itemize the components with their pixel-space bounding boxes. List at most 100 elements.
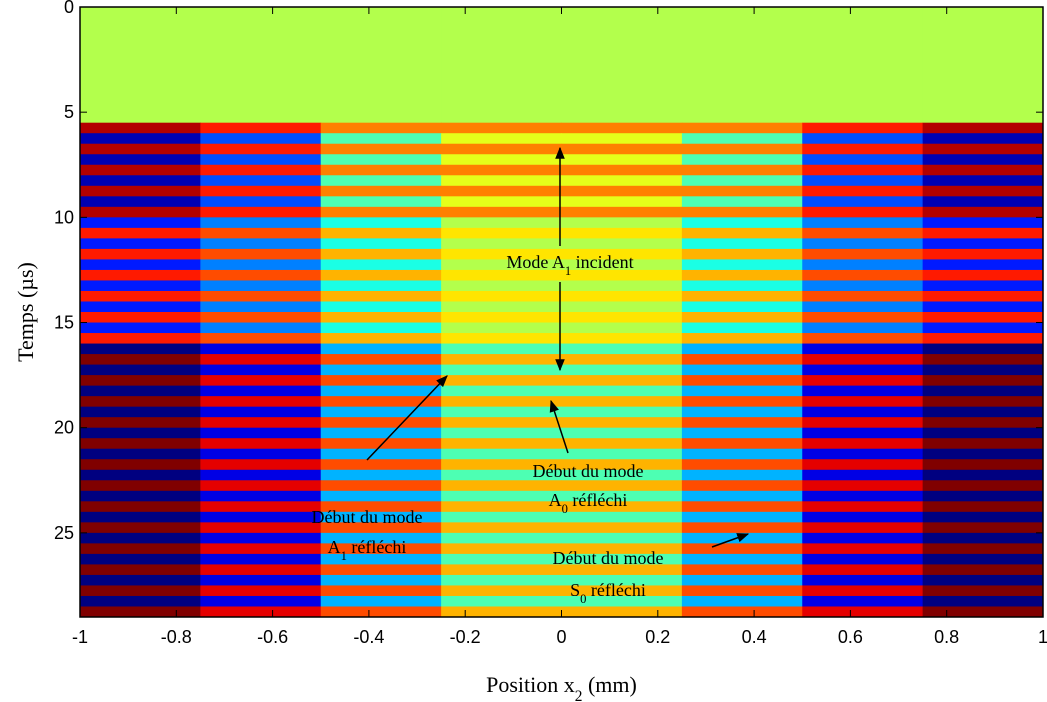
arrow [549,399,569,454]
x-axis-label-part: Position x [486,672,575,697]
annotation-part: A [549,490,562,510]
heatmap-cell [80,522,201,534]
heatmap-cell [922,438,1044,450]
heatmap-cell [802,501,924,513]
heatmap-cell [320,448,442,460]
heatmap-cell [80,217,201,229]
heatmap [80,7,1044,618]
heatmap-cell [200,206,322,218]
heatmap-cell [80,343,201,355]
heatmap-cell [922,396,1044,408]
heatmap-cell [681,164,803,176]
heatmap-cell [320,333,442,345]
annotation: Début du mode [553,548,664,568]
heatmap-cell [200,354,322,366]
heatmap-cell [681,522,803,534]
heatmap-cell [922,143,1044,155]
heatmap-cell [561,459,683,471]
heatmap-cell [561,206,683,218]
heatmap-cell [922,375,1044,387]
x-tick-label: 0.2 [645,627,670,647]
heatmap-cell [561,143,683,155]
heatmap-cell [441,312,562,324]
heatmap-cell [320,312,442,324]
annotation-part: Début du mode [553,548,664,568]
x-tick-label: 0.8 [934,627,959,647]
heatmap-cell [441,301,562,313]
heatmap-cell [802,469,924,481]
heatmap-cell [922,385,1044,397]
heatmap-cell [200,154,322,166]
heatmap-cell [441,343,562,355]
heatmap-cell [922,564,1044,576]
heatmap-cell [320,501,442,513]
heatmap-cell [561,385,683,397]
heatmap-cell [441,501,562,513]
heatmap-cell [80,312,201,324]
heatmap-cell [681,322,803,334]
heatmap-cell [802,269,924,281]
heatmap-cell [80,553,201,565]
heatmap-cell [802,417,924,429]
annotation-part: S [570,580,580,600]
x-tick-label: -0.6 [257,627,288,647]
heatmap-cell [802,406,924,418]
annotation: S0 réfléchi [570,580,646,606]
heatmap-cell [681,375,803,387]
heatmap-cell [80,143,201,155]
heatmap-cell [922,196,1044,208]
heatmap-cell [80,122,201,134]
heatmap-cell [80,385,201,397]
heatmap-cell [80,406,201,418]
heatmap-cell [561,522,683,534]
heatmap-cell [681,248,803,260]
heatmap-cell [802,532,924,544]
heatmap-cell [320,238,442,250]
heatmap-cell [200,501,322,513]
heatmap-cell [802,385,924,397]
heatmap-cell [80,438,201,450]
heatmap-cell [922,585,1044,597]
heatmap-cell [922,333,1044,345]
heatmap-cell [441,238,562,250]
heatmap-cell [802,259,924,271]
heatmap-cell [320,206,442,218]
heatmap-cell [320,385,442,397]
heatmap-cell [80,7,201,124]
heatmap-cell [561,501,683,513]
heatmap-cell [802,280,924,292]
heatmap-cell [802,238,924,250]
heatmap-cell [922,164,1044,176]
heatmap-cell [561,480,683,492]
heatmap-cell [681,448,803,460]
heatmap-cell [441,396,562,408]
heatmap-cell [922,322,1044,334]
heatmap-cell [320,227,442,239]
arrow [711,533,750,548]
heatmap-cell [200,217,322,229]
x-tick-label: -0.4 [353,627,384,647]
heatmap-cell [80,290,201,302]
heatmap-cell [441,354,562,366]
heatmap-cell [200,564,322,576]
heatmap-cell [681,133,803,145]
heatmap-cell [200,175,322,187]
heatmap-cell [320,574,442,586]
heatmap-cell [80,333,201,345]
heatmap-cell [200,343,322,355]
heatmap-cell [80,564,201,576]
heatmap-cell [200,490,322,502]
heatmap-cell [922,501,1044,513]
heatmap-cell [200,459,322,471]
heatmap-cell [441,206,562,218]
heatmap-cell [561,259,683,271]
heatmap-cell [200,185,322,197]
heatmap-cell [320,606,442,618]
heatmap-cell [681,122,803,134]
heatmap-cell [681,227,803,239]
annotation-part: 0 [562,502,568,516]
heatmap-cell [200,448,322,460]
heatmap-cell [922,185,1044,197]
heatmap-cell [802,206,924,218]
heatmap-cell [441,248,562,260]
